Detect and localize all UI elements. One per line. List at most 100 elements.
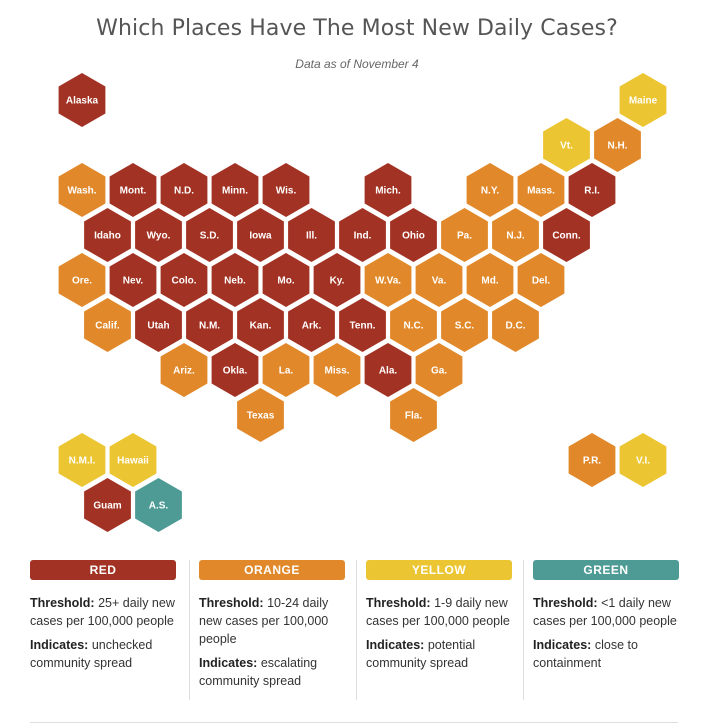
hex-label: Ga. xyxy=(431,366,447,377)
hex-tile xyxy=(288,298,335,352)
hex-mass: Mass. xyxy=(517,163,565,217)
hex-tile xyxy=(619,433,667,487)
indicates-value: unchecked community spread xyxy=(30,638,153,670)
hex-tile xyxy=(313,253,361,307)
hex-pa: Pa. xyxy=(441,208,488,262)
hex-label: Neb. xyxy=(224,276,246,287)
hex-tile xyxy=(109,163,157,217)
hex-tile xyxy=(288,208,335,262)
hex-tile xyxy=(84,298,131,352)
hex-alaska: Alaska xyxy=(58,73,106,127)
hex-del: Del. xyxy=(517,253,565,307)
hex-v-i: V.I. xyxy=(619,433,667,487)
hex-label: N.Y. xyxy=(481,186,500,197)
hex-label: Tenn. xyxy=(350,321,376,332)
hex-label: Del. xyxy=(532,276,551,287)
hex-label: W.Va. xyxy=(375,276,401,287)
hex-tile xyxy=(211,163,259,217)
hex-tile xyxy=(160,163,208,217)
hex-tile xyxy=(492,298,539,352)
legend-indicates: Indicates: escalating community spread xyxy=(199,654,345,690)
hex-tile xyxy=(517,253,565,307)
threshold-label: Threshold: xyxy=(30,596,95,610)
hex-tile xyxy=(262,163,310,217)
hex-label: Md. xyxy=(481,276,498,287)
hex-ohio: Ohio xyxy=(390,208,437,262)
hex-label: Minn. xyxy=(222,186,248,197)
indicates-label: Indicates: xyxy=(533,638,592,652)
hex-n-c: N.C. xyxy=(390,298,437,352)
hex-tile xyxy=(135,298,182,352)
hex-label: Hawaii xyxy=(117,456,149,467)
hex-tile xyxy=(339,298,386,352)
hex-s-c: S.C. xyxy=(441,298,488,352)
hex-tile xyxy=(568,433,616,487)
legend-level-bar: ORANGE xyxy=(199,560,345,580)
legend-item-red: RED Threshold: 25+ daily new cases per 1… xyxy=(30,560,176,700)
hex-label: N.D. xyxy=(174,186,194,197)
hex-ga: Ga. xyxy=(415,343,463,397)
hex-label: Miss. xyxy=(324,366,349,377)
legend-indicates: Indicates: close to containment xyxy=(533,636,679,672)
indicates-label: Indicates: xyxy=(366,638,425,652)
hex-n-d: N.D. xyxy=(160,163,208,217)
hex-wis: Wis. xyxy=(262,163,310,217)
hex-a-s: A.S. xyxy=(135,478,182,532)
hex-maine: Maine xyxy=(619,73,667,127)
hex-label: Ind. xyxy=(354,231,372,242)
hex-idaho: Idaho xyxy=(84,208,131,262)
hex-label: Ky. xyxy=(330,276,345,287)
hex-label: Conn. xyxy=(552,231,581,242)
hex-d-c: D.C. xyxy=(492,298,539,352)
hex-neb: Neb. xyxy=(211,253,259,307)
hex-wash: Wash. xyxy=(58,163,106,217)
hex-label: D.C. xyxy=(506,321,526,332)
legend-divider xyxy=(356,560,357,700)
hex-minn: Minn. xyxy=(211,163,259,217)
hex-tile xyxy=(58,433,106,487)
hex-wyo: Wyo. xyxy=(135,208,182,262)
hex-tile xyxy=(109,433,157,487)
hex-w-va: W.Va. xyxy=(364,253,412,307)
hex-label: Utah xyxy=(147,321,169,332)
hex-label: Pa. xyxy=(457,231,472,242)
hex-tile xyxy=(160,253,208,307)
hex-tile xyxy=(237,208,284,262)
hex-n-h: N.H. xyxy=(594,118,641,172)
hex-label: S.C. xyxy=(455,321,475,332)
hex-label: R.I. xyxy=(584,186,600,197)
hex-tile xyxy=(84,208,131,262)
hex-nev: Nev. xyxy=(109,253,157,307)
hex-r-i: R.I. xyxy=(568,163,616,217)
threshold-value: <1 daily new cases per 100,000 people xyxy=(533,596,677,628)
hex-n-j: N.J. xyxy=(492,208,539,262)
hex-conn: Conn. xyxy=(543,208,590,262)
hex-label: Mont. xyxy=(120,186,147,197)
hex-tile xyxy=(441,208,488,262)
hex-tile xyxy=(517,163,565,217)
hex-label: Maine xyxy=(629,96,658,107)
hex-tile xyxy=(339,208,386,262)
legend-item-yellow: YELLOW Threshold: 1-9 daily new cases pe… xyxy=(366,560,512,700)
hex-tile xyxy=(364,253,412,307)
hex-label: N.M. xyxy=(199,321,220,332)
hex-tile xyxy=(543,208,590,262)
threshold-value: 10-24 daily new cases per 100,000 people xyxy=(199,596,329,646)
hex-label: N.H. xyxy=(608,141,628,152)
data-date-subtitle: Data as of November 4 xyxy=(295,57,419,71)
bottom-divider xyxy=(30,722,678,723)
hex-label: N.M.I. xyxy=(69,456,96,467)
legend-level-bar: RED xyxy=(30,560,176,580)
hex-tile xyxy=(58,73,106,127)
hex-label: Mich. xyxy=(375,186,401,197)
hex-label: Ariz. xyxy=(173,366,195,377)
legend-divider xyxy=(189,560,190,700)
hex-label: Alaska xyxy=(66,96,99,107)
legend-level-bar: YELLOW xyxy=(366,560,512,580)
hex-label: P.R. xyxy=(583,456,601,467)
legend-threshold: Threshold: 1-9 daily new cases per 100,0… xyxy=(366,594,512,630)
hex-label: Fla. xyxy=(405,411,422,422)
hex-tile xyxy=(237,388,284,442)
hex-va: Va. xyxy=(415,253,463,307)
hex-n-m: N.M. xyxy=(186,298,233,352)
